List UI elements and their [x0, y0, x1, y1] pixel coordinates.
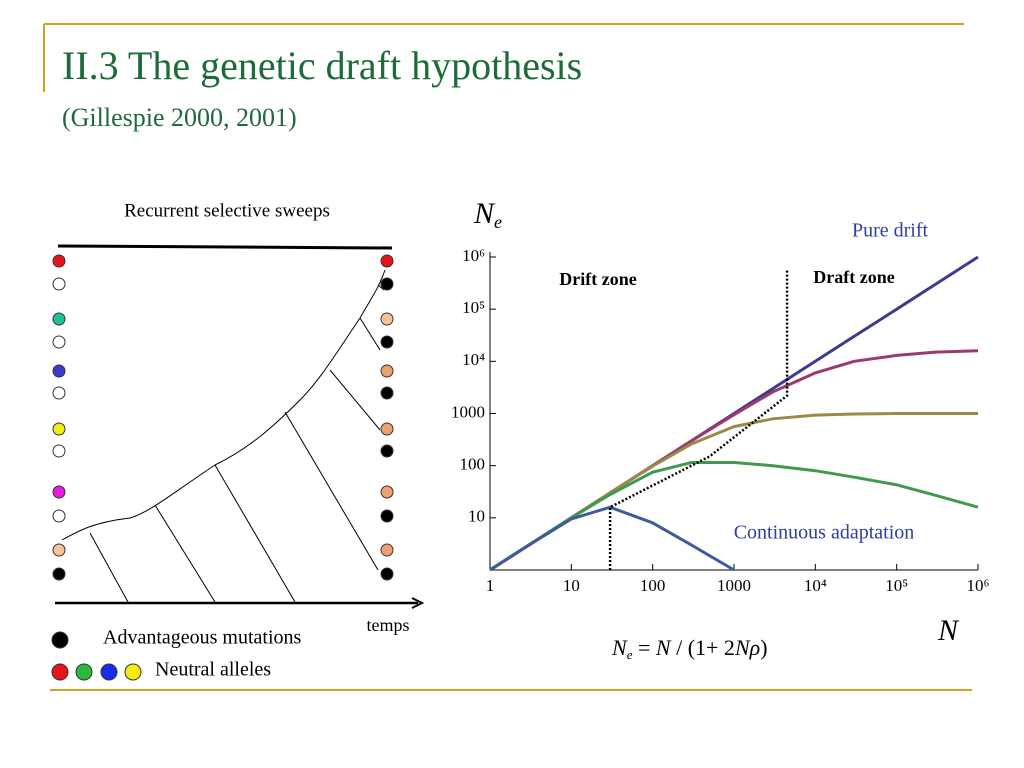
- allele: [52, 567, 66, 581]
- x-tick-label: 1: [486, 576, 495, 595]
- x-tick-label: 10⁶: [967, 576, 990, 595]
- formula: Ne = N / (1+ 2Nρ): [611, 635, 768, 662]
- slide-title: II.3 The genetic draft hypothesis: [62, 43, 582, 88]
- allele: [380, 386, 394, 400]
- formula-part: ): [760, 635, 767, 660]
- allele: [380, 444, 394, 458]
- formula-part: / (1+ 2: [671, 635, 735, 660]
- allele: [52, 444, 66, 458]
- allele: [380, 422, 394, 436]
- allele: [380, 254, 394, 268]
- y-tick-label: 10: [468, 507, 485, 526]
- annotation: Draft zone: [813, 267, 894, 287]
- allele: [52, 386, 66, 400]
- y-axis-label-sub: e: [494, 212, 502, 232]
- arrow-head: [411, 597, 425, 609]
- formula-part: ρ: [749, 635, 761, 660]
- branches: [89, 284, 385, 603]
- formula-part: N: [611, 635, 628, 660]
- allele: [380, 312, 394, 326]
- legend-dot: [51, 631, 69, 649]
- allele: [380, 543, 394, 557]
- time-label: temps: [367, 615, 410, 635]
- legend-label: Advantageous mutations: [103, 627, 302, 649]
- formula-part: =: [632, 635, 655, 660]
- allele: [52, 312, 66, 326]
- sweep-diagram: Recurrent selective sweeps: [51, 200, 425, 681]
- allele: [380, 509, 394, 523]
- plot: 1 10 100 1000 10⁴ 10⁵ 10⁶ 10 100 1000 10⁴ 10⁵ 10⁶: [451, 246, 990, 595]
- allele: [380, 485, 394, 499]
- allele: [52, 422, 66, 436]
- legend-dot: [75, 663, 93, 681]
- x-tick-label: 10⁵: [885, 576, 908, 595]
- allele: [380, 277, 394, 291]
- legend-dot: [51, 663, 69, 681]
- allele: [52, 335, 66, 349]
- formula-part: N: [734, 635, 751, 660]
- allele: [52, 509, 66, 523]
- allele: [380, 335, 394, 349]
- y-tick-label: 10⁵: [462, 298, 485, 317]
- diagram-title: Recurrent selective sweeps: [124, 200, 330, 221]
- x-tick-label: 10: [563, 576, 580, 595]
- allele: [52, 485, 66, 499]
- y-tick-label: 10⁶: [462, 246, 485, 265]
- allele: [380, 364, 394, 378]
- x-axis-label: N: [937, 614, 960, 647]
- x-tick-label: 10⁴: [804, 576, 827, 595]
- top-line: [57, 244, 393, 250]
- allele: [52, 543, 66, 557]
- y-tick-label: 100: [460, 455, 486, 474]
- slide-subtitle: (Gillespie 2000, 2001): [62, 103, 297, 132]
- legend-dot: [100, 663, 118, 681]
- y-axis-label-main: N: [473, 197, 496, 230]
- legend-label: Neutral alleles: [155, 659, 271, 681]
- allele: [380, 567, 394, 581]
- x-tick-label: 100: [640, 576, 666, 595]
- annotation: Drift zone: [559, 269, 636, 289]
- formula-part: e: [627, 647, 633, 662]
- x-tick-label: 1000: [717, 576, 751, 595]
- y-tick-label: 10⁴: [462, 350, 485, 369]
- allele: [52, 364, 66, 378]
- series-line: [489, 505, 735, 572]
- allele: [52, 277, 66, 291]
- series-line: [489, 461, 979, 572]
- y-tick-label: 1000: [451, 402, 485, 421]
- zone-boundary: [608, 268, 789, 570]
- series-label: Pure drift: [852, 220, 929, 242]
- legend-dot: [124, 663, 142, 681]
- annotation: Continuous adaptation: [734, 522, 915, 544]
- allele: [52, 254, 66, 268]
- formula-part: N: [655, 635, 672, 660]
- y-axis-label: Ne: [473, 197, 502, 232]
